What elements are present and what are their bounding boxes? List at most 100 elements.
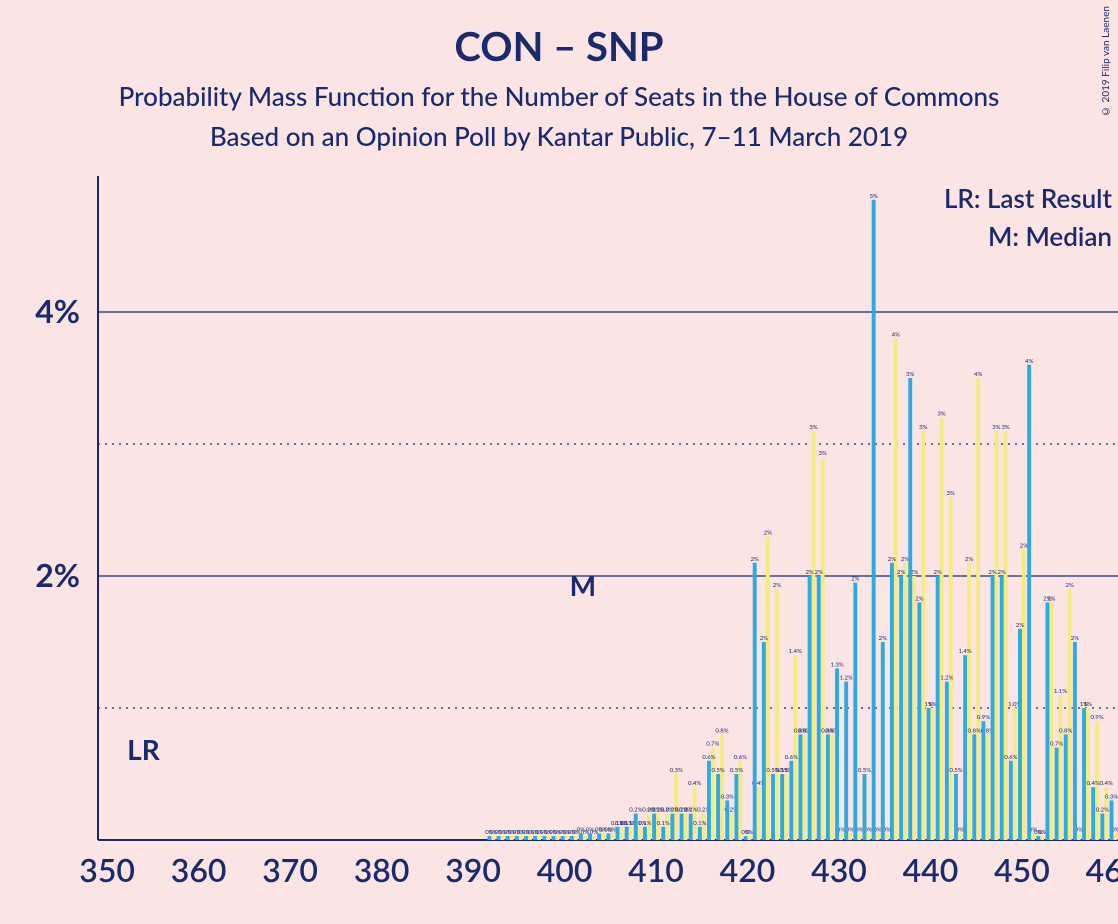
bar-label-blue: 2% [760,635,768,642]
bar-label-yellow: 2% [773,582,781,589]
bar-blue [799,734,803,840]
x-tick-label: 430 [811,850,867,889]
bar-blue [844,682,848,840]
bar-label-blue: 0% [595,826,603,833]
bar-yellow [775,589,779,840]
bar-yellow [903,563,907,840]
bar-label-yellow: 0.5% [670,767,683,774]
bar-label-blue: 0.8% [794,727,807,734]
bar-label-yellow: 0.6% [734,754,747,761]
bar-label-blue: 2% [988,569,996,576]
y-tick-label: 2% [35,555,80,594]
bar-blue [917,602,921,840]
bar-blue [881,642,885,840]
bar-yellow [995,431,999,840]
y-tick-label: 4% [35,291,80,330]
bar-blue [927,708,931,840]
bar-blue [515,836,519,840]
bar-blue [771,774,775,840]
bar-label-blue: 1% [924,701,932,708]
bar-label-blue: 0.1% [620,820,633,827]
bar-label-blue: 0.8% [821,727,834,734]
x-tick-label: 400 [537,850,593,889]
bar-label-blue: 0.6% [702,754,715,761]
bar-yellow [976,378,980,840]
bar-blue [908,378,912,840]
bar-label-blue: 0% [568,829,576,836]
bar-yellow [1040,836,1044,840]
bar-label-blue: 0% [558,829,566,836]
bar-blue [661,827,665,840]
bar-label-blue: 1.3% [830,661,843,668]
bar-yellow [537,836,541,840]
bar-yellow [802,734,806,840]
bar-label-blue: 0% [604,826,612,833]
bar-blue [643,827,647,840]
bar-yellow [876,833,880,840]
bar-yellow [638,827,642,840]
bar-label-yellow: 2% [901,556,909,563]
bar-blue [1110,800,1114,840]
bar-label-yellow: 0.4% [1100,780,1113,787]
bar-blue [1064,734,1068,840]
bar-label-yellow: 3% [919,424,927,431]
bar-blue [634,814,638,840]
bar-yellow [967,563,971,840]
bar-label-blue: 0% [741,829,749,836]
bar-yellow [894,338,898,840]
bar-blue [963,655,967,840]
bar-yellow [491,836,495,840]
bar-label-blue: 0.3% [1105,793,1118,800]
bar-label-blue: 0.7% [1050,741,1063,748]
bar-yellow [574,836,578,840]
bar-blue [533,836,537,840]
bar-yellow [866,833,870,840]
bar-blue [588,833,592,840]
bar-yellow [748,836,752,840]
bar-yellow [812,431,816,840]
bar-label-blue: 0.3% [721,793,734,800]
bar-label-blue: 0.6% [1004,754,1017,761]
bar-label-blue: 2% [998,569,1006,576]
bar-yellow [1022,550,1026,840]
bar-blue [1046,602,1050,840]
bar-label-blue: 2% [897,569,905,576]
bar-label-yellow: 0.8% [715,727,728,734]
bar-blue [570,836,574,840]
bar-label-blue: 1.4% [959,648,972,655]
bar-blue [817,576,821,840]
bar-yellow [1113,833,1117,840]
bar-yellow [766,536,770,840]
bar-blue [780,774,784,840]
bar-blue [497,836,501,840]
bar-blue [863,774,867,840]
bar-yellow [848,833,852,840]
bar-blue [1100,814,1104,840]
bar-label-blue: 2% [851,576,859,583]
bar-label-blue: 0.1% [657,820,670,827]
bar-label-blue: 0.1% [693,820,706,827]
bar-yellow [729,814,733,840]
bar-yellow [793,655,797,840]
bar-blue [1055,748,1059,840]
bar-label-blue: 2% [805,569,813,576]
bar-yellow [683,814,687,840]
bar-yellow [1004,431,1008,840]
bar-yellow [546,836,550,840]
bar-label-yellow: 0.9% [1090,714,1103,721]
bar-blue [670,814,674,840]
bar-blue [835,668,839,840]
bar-blue [524,836,528,840]
bar-label-blue: 0.8% [968,727,981,734]
bar-label-yellow: 1.4% [789,648,802,655]
bar-blue [707,761,711,840]
legend-lr: LR: Last Result [944,182,1113,214]
bar-blue [945,682,949,840]
bar-yellow [629,827,633,840]
bar-blue [808,576,812,840]
bar-label-yellow: 2% [1065,582,1073,589]
bar-blue [1000,576,1004,840]
bar-label-blue: 0.6% [785,754,798,761]
bar-yellow [711,748,715,840]
bar-label-blue: 2% [888,556,896,563]
